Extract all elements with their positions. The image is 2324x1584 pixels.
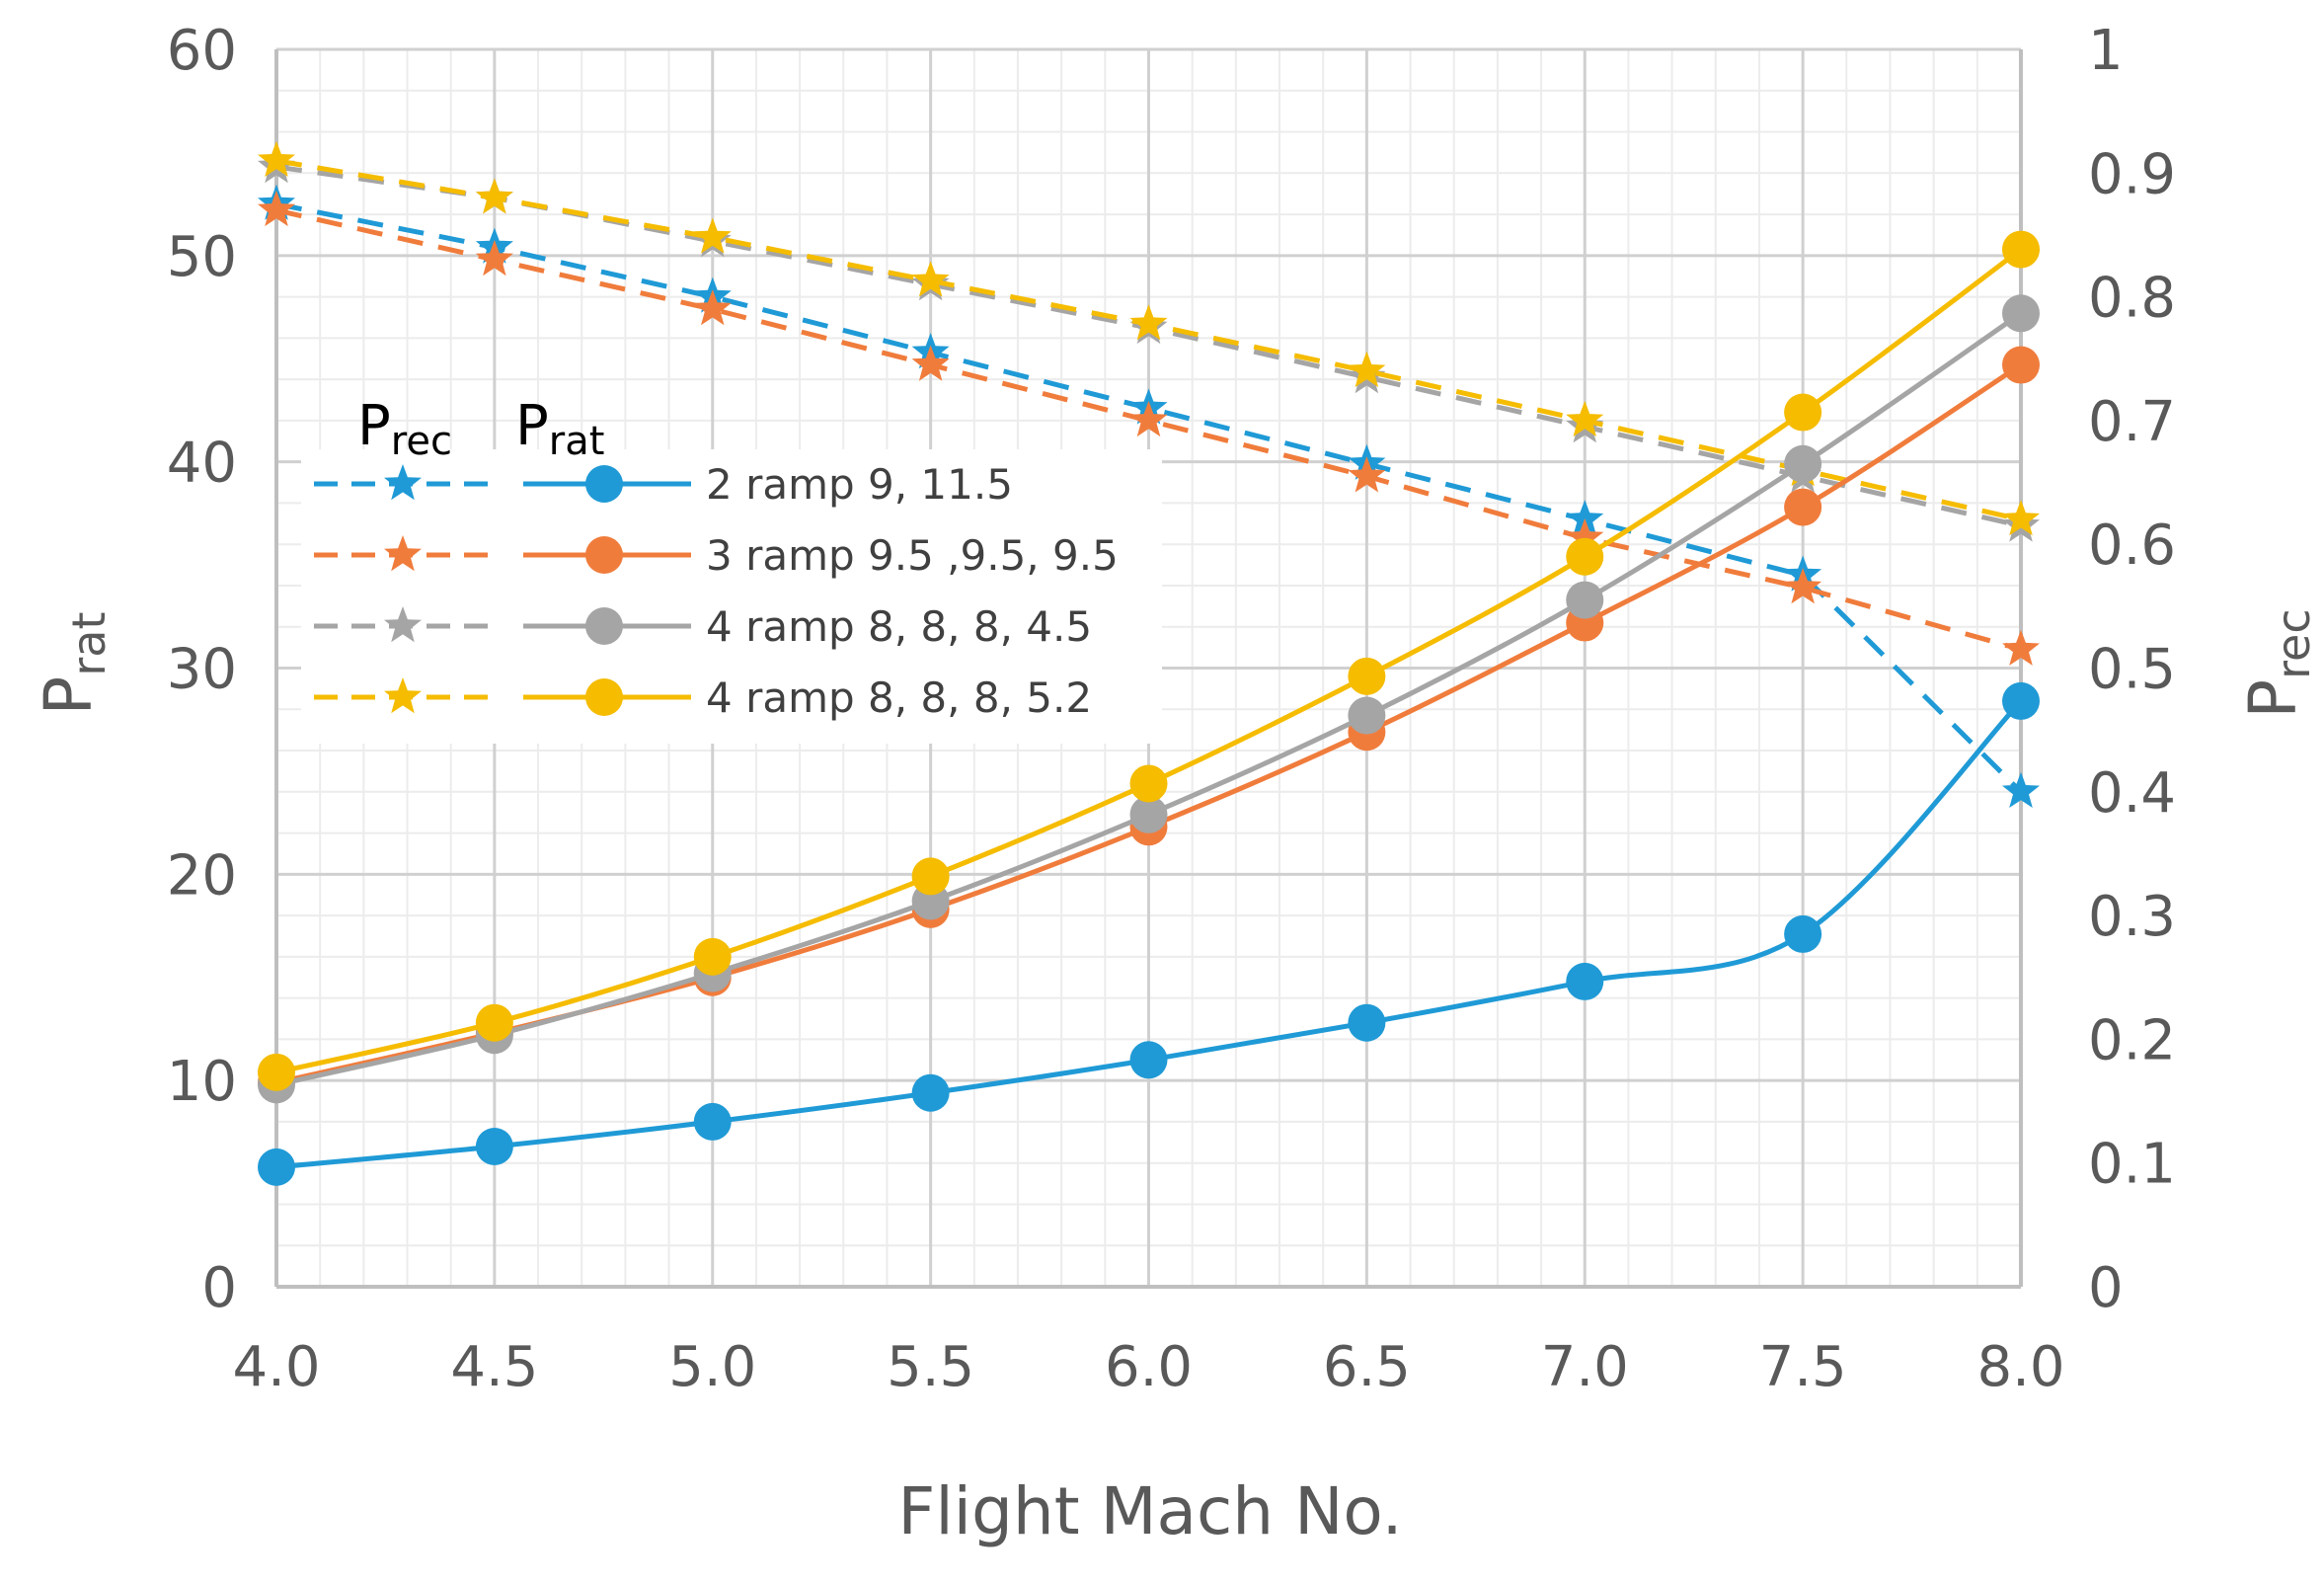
prat-point-0	[693, 1102, 732, 1141]
prat-point-3	[911, 857, 950, 896]
prec-point-3	[475, 178, 513, 214]
prat-point-0	[2002, 681, 2040, 720]
prat-line-0	[275, 699, 2023, 1170]
prat-point-2	[1784, 444, 1822, 483]
prec-point-1	[1129, 400, 1168, 437]
prec-point-3	[693, 217, 732, 254]
legend-label-0: 2 ramp 9, 11.5	[706, 460, 1013, 509]
prec-point-1	[2002, 629, 2040, 666]
prat-point-2	[1129, 795, 1168, 833]
y2-tick-label: 0.9	[2088, 142, 2176, 206]
legend-label-1: 3 ramp 9.5 ,9.5, 9.5	[706, 531, 1119, 580]
prec-point-1	[911, 345, 950, 381]
legend-label-2: 4 ramp 8, 8, 8, 4.5	[706, 602, 1092, 651]
prat-point-0	[258, 1148, 295, 1186]
prat-point-0	[1129, 1041, 1168, 1079]
prat-point-0	[1784, 914, 1822, 953]
series-layer	[258, 140, 2040, 1186]
prat-point-3	[1784, 393, 1822, 432]
axes: 4.0 4.5 5.0 5.5 6.0 6.5 7.0 7.5 8.00102030405060…	[167, 19, 2176, 1399]
prec-point-1	[475, 240, 513, 277]
x-tick-label: 8.0	[1976, 1335, 2064, 1399]
y2-tick-label: 0.5	[2088, 638, 2176, 702]
y2-tick-label: 0.6	[2088, 514, 2176, 578]
prec-point-1	[1348, 456, 1386, 493]
y2-tick-label: 0.2	[2088, 1008, 2176, 1072]
prec-point-3	[258, 140, 295, 177]
y-tick-label: 20	[167, 843, 237, 908]
legend-prec-marker-1	[384, 535, 422, 572]
prat-point-0	[911, 1073, 950, 1112]
y-tick-label: 60	[167, 19, 237, 83]
legend-label-3: 4 ramp 8, 8, 8, 5.2	[706, 673, 1092, 722]
legend: Prec Prat 2 ramp 9, 11.5 3 ramp 9.5 ,9.5,…	[301, 394, 1162, 744]
x-tick-label: 4.0	[232, 1335, 320, 1399]
y2-axis-title: Prec	[2235, 608, 2320, 718]
legend-prec-marker-3	[384, 677, 422, 714]
prec-point-1	[693, 289, 732, 326]
prat-point-3	[693, 937, 732, 976]
prec-point-0	[2002, 771, 2040, 808]
legend-prat-marker-3	[585, 678, 623, 716]
legend-prat-marker-2	[585, 607, 623, 645]
prat-point-0	[1566, 962, 1604, 1000]
y2-tick-label: 0.8	[2088, 267, 2176, 331]
prec-point-3	[1129, 304, 1168, 341]
prat-point-3	[1348, 657, 1386, 695]
y2-tick-label: 0	[2088, 1256, 2124, 1320]
prec-point-3	[1566, 400, 1604, 437]
prec-point-1	[258, 190, 295, 227]
x-tick-label: 6.5	[1323, 1335, 1411, 1399]
y-tick-label: 40	[167, 432, 237, 496]
prat-point-1	[2002, 346, 2040, 384]
prat-point-1	[1784, 488, 1822, 526]
legend-entries: 2 ramp 9, 11.5 3 ramp 9.5 ,9.5, 9.5 4 ramp…	[314, 460, 1119, 722]
y2-tick-label: 0.3	[2088, 885, 2176, 949]
y2-tick-label: 1	[2088, 19, 2124, 83]
y-tick-label: 10	[167, 1050, 237, 1114]
prec-point-3	[2002, 500, 2040, 536]
prat-point-3	[1566, 537, 1604, 576]
prec-point-0	[1566, 500, 1604, 536]
y2-tick-label: 0.1	[2088, 1133, 2176, 1197]
y2-tick-label: 0.4	[2088, 761, 2176, 826]
prec-point-1	[1784, 568, 1822, 604]
x-tick-label: 6.0	[1105, 1335, 1193, 1399]
y-axis-title: Prat	[31, 612, 116, 716]
x-tick-label: 4.5	[450, 1335, 538, 1399]
legend-prat-marker-1	[585, 536, 623, 574]
legend-box	[301, 449, 1162, 744]
prat-point-2	[1566, 581, 1604, 619]
x-tick-label: 5.0	[668, 1335, 756, 1399]
legend-prat-marker-0	[585, 465, 623, 503]
prat-point-2	[2002, 294, 2040, 333]
y-tick-label: 30	[167, 638, 237, 702]
x-tick-label: 5.5	[887, 1335, 974, 1399]
prat-point-0	[475, 1127, 513, 1165]
x-tick-label: 7.0	[1541, 1335, 1629, 1399]
prat-point-3	[2002, 230, 2040, 269]
legend-header-prec: Prec	[357, 394, 452, 464]
prat-point-3	[475, 1003, 513, 1042]
prat-point-3	[1129, 764, 1168, 803]
prat-point-0	[1348, 1003, 1386, 1042]
prat-point-3	[258, 1053, 295, 1091]
prec-point-3	[1348, 351, 1386, 387]
y-tick-label: 0	[201, 1256, 237, 1320]
x-tick-label: 7.5	[1759, 1335, 1847, 1399]
y-tick-label: 50	[167, 225, 237, 289]
legend-prec-marker-0	[384, 464, 422, 501]
prec-point-1	[1566, 517, 1604, 555]
x-axis-title: Flight Mach No.	[897, 1473, 1402, 1549]
legend-header-prat: Prat	[515, 394, 604, 464]
prec-point-3	[911, 261, 950, 297]
prec-line-1	[275, 207, 2022, 653]
prat-point-2	[1348, 696, 1386, 735]
legend-prec-marker-2	[384, 606, 422, 643]
y2-tick-label: 0.7	[2088, 390, 2176, 454]
